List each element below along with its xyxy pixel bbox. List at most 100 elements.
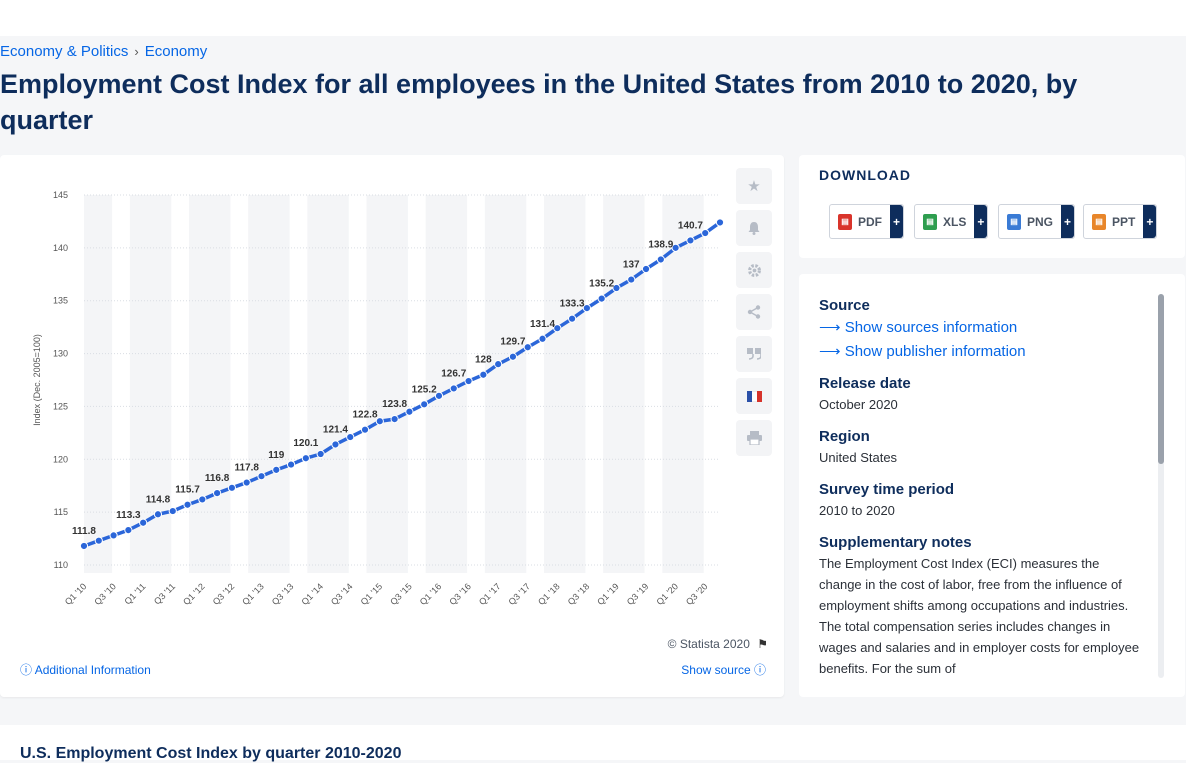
release-value: October 2020 xyxy=(819,397,898,412)
data-point[interactable] xyxy=(390,415,399,424)
data-point[interactable] xyxy=(464,376,473,386)
print-icon[interactable] xyxy=(736,420,772,456)
year-band xyxy=(129,195,172,573)
data-point[interactable] xyxy=(79,541,89,551)
data-point[interactable] xyxy=(286,460,296,469)
data-label: 113.3 xyxy=(116,510,141,521)
data-point[interactable] xyxy=(420,400,429,409)
x-tick-label: Q1 '12 xyxy=(181,581,207,607)
chart-toolbar: ★ xyxy=(736,168,772,456)
data-point[interactable] xyxy=(198,495,207,504)
data-point[interactable] xyxy=(449,384,458,393)
x-tick-label: Q1 '14 xyxy=(299,581,325,607)
data-point[interactable] xyxy=(213,489,222,498)
data-point[interactable] xyxy=(567,314,577,323)
x-tick-label: Q3 '12 xyxy=(211,581,237,607)
data-point[interactable] xyxy=(139,518,148,527)
download-xls-button[interactable]: ▤ XLS + xyxy=(914,204,989,239)
data-label: 133.3 xyxy=(560,299,585,310)
data-point[interactable] xyxy=(153,510,163,519)
data-point[interactable] xyxy=(168,506,177,516)
year-band xyxy=(603,195,645,573)
y-tick-label: 110 xyxy=(54,560,68,570)
breadcrumb-item-economy[interactable]: Economy xyxy=(144,43,208,60)
data-point[interactable] xyxy=(434,391,444,400)
star-icon[interactable]: ★ xyxy=(736,168,772,204)
region-heading: Region xyxy=(819,428,870,445)
data-point[interactable] xyxy=(627,275,636,284)
breadcrumb-separator: › xyxy=(134,44,139,59)
data-point[interactable] xyxy=(301,454,310,463)
scrollbar-thumb[interactable] xyxy=(1158,294,1164,464)
share-icon[interactable] xyxy=(736,294,772,330)
data-point[interactable] xyxy=(360,425,370,434)
data-point[interactable] xyxy=(656,255,665,264)
y-axis-label: Index (Dec. 2005=100) xyxy=(32,334,42,426)
year-band xyxy=(366,195,408,573)
data-point[interactable] xyxy=(671,243,680,252)
data-point[interactable] xyxy=(508,352,518,361)
data-point[interactable] xyxy=(375,417,384,426)
data-point[interactable] xyxy=(715,218,725,227)
data-point[interactable] xyxy=(701,228,710,238)
y-tick-label: 140 xyxy=(53,243,68,253)
bell-icon[interactable] xyxy=(736,210,772,246)
info-card: Source ⟶ Show sources information ⟶ Show… xyxy=(799,274,1185,697)
data-point[interactable] xyxy=(331,440,340,449)
year-band xyxy=(543,195,586,573)
download-title: DOWNLOAD xyxy=(819,167,911,183)
notes-value: The Employment Cost Index (ECI) measures… xyxy=(819,556,1140,676)
download-png-button[interactable]: ▤ PNG + xyxy=(998,204,1076,239)
data-point[interactable] xyxy=(346,432,355,442)
gear-icon[interactable] xyxy=(736,252,772,288)
region-value: United States xyxy=(819,450,898,465)
data-point[interactable] xyxy=(257,472,266,481)
data-point[interactable] xyxy=(597,294,606,303)
data-point[interactable] xyxy=(183,500,192,509)
additional-info-link[interactable]: ⓘ Additional Information xyxy=(20,661,151,678)
show-publisher-label: Show publisher information xyxy=(844,343,1026,360)
x-tick-label: Q3 '17 xyxy=(507,581,533,607)
info-scrollbar[interactable] xyxy=(1158,294,1164,678)
show-publisher-link[interactable]: ⟶ Show publisher information xyxy=(819,340,1141,364)
download-pdf-button[interactable]: ▤ PDF + xyxy=(829,204,904,239)
breadcrumb: Economy & Politics › Economy xyxy=(0,43,207,60)
data-point[interactable] xyxy=(553,324,562,333)
plus-icon: + xyxy=(890,205,903,238)
data-point[interactable] xyxy=(242,478,251,487)
release-heading: Release date xyxy=(819,375,911,392)
data-point[interactable] xyxy=(124,526,133,535)
data-point[interactable] xyxy=(227,483,237,492)
data-label: 125.2 xyxy=(412,384,437,395)
survey-value: 2010 to 2020 xyxy=(819,503,895,518)
flag-icon[interactable]: ⚑ xyxy=(757,637,768,651)
data-label: 128 xyxy=(475,355,492,366)
show-source-link[interactable]: Show source ⓘ xyxy=(681,661,766,678)
data-point[interactable] xyxy=(479,370,488,379)
download-ppt-button[interactable]: ▤ PPT + xyxy=(1083,204,1158,239)
x-tick-label: Q1 '10 xyxy=(63,581,89,607)
data-point[interactable] xyxy=(641,264,651,274)
data-point[interactable] xyxy=(523,343,532,352)
data-point[interactable] xyxy=(109,531,118,540)
data-point[interactable] xyxy=(494,360,503,369)
data-point[interactable] xyxy=(94,536,103,545)
data-point[interactable] xyxy=(272,465,281,474)
arrow-right-icon: ⟶ xyxy=(819,343,841,360)
y-tick-label: 125 xyxy=(53,401,68,411)
show-sources-link[interactable]: ⟶ Show sources information xyxy=(819,316,1141,340)
quote-icon[interactable] xyxy=(736,336,772,372)
plus-icon: + xyxy=(974,205,988,238)
data-point[interactable] xyxy=(612,283,621,293)
data-point[interactable] xyxy=(538,334,547,343)
data-point[interactable] xyxy=(582,304,591,313)
breadcrumb-item-economy-politics[interactable]: Economy & Politics xyxy=(0,43,129,60)
download-png-label: PNG xyxy=(1027,214,1054,229)
data-label: 140.7 xyxy=(678,220,703,231)
data-point[interactable] xyxy=(686,236,695,245)
data-point[interactable] xyxy=(316,449,325,459)
data-point[interactable] xyxy=(405,407,414,416)
x-tick-label: Q3 '10 xyxy=(92,581,118,607)
flag-fr-icon[interactable] xyxy=(736,378,772,414)
